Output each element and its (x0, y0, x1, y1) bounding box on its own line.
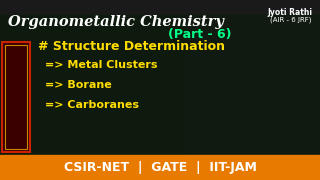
Text: Jyoti Rathi: Jyoti Rathi (267, 8, 312, 17)
Text: Organometallic Chemistry: Organometallic Chemistry (8, 15, 224, 29)
Text: => Carboranes: => Carboranes (45, 100, 139, 110)
Bar (0, 155, 320, 180)
Text: (Part - 6): (Part - 6) (168, 28, 232, 41)
Bar (2, 42, 30, 152)
Text: (AIR - 6 JRF): (AIR - 6 JRF) (270, 16, 312, 22)
Text: # Structure Determination: # Structure Determination (38, 40, 225, 53)
Text: CSIR-NET  |  GATE  |  IIT-JAM: CSIR-NET | GATE | IIT-JAM (64, 161, 256, 174)
Bar (185, 15, 320, 155)
Text: => Metal Clusters: => Metal Clusters (45, 60, 157, 70)
Text: => Borane: => Borane (45, 80, 112, 90)
Bar (5, 45, 27, 149)
Bar (2, 42, 30, 152)
Bar (0, 15, 320, 155)
